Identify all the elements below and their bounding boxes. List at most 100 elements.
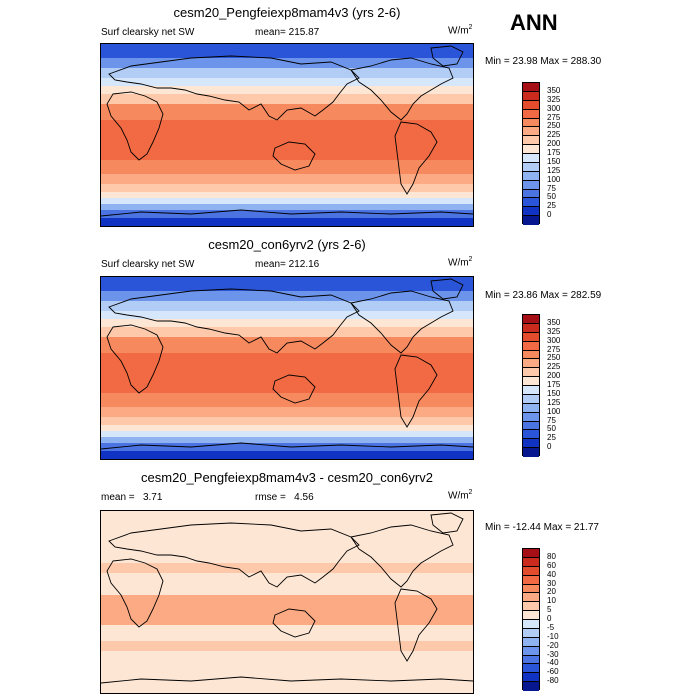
coastline-africa (106, 324, 164, 394)
colorbar-tick-label: 25 (547, 201, 556, 211)
coastline-south-america (394, 121, 438, 195)
panel-3-units-label: W/m2 (448, 489, 473, 502)
colorbar-tick-label: 325 (547, 326, 561, 336)
coastline-europe-asia (108, 288, 360, 354)
colorbar-tick-label: 350 (547, 317, 561, 327)
coastline-africa (106, 558, 164, 628)
panel-1-units-label: W/m2 (448, 24, 473, 37)
colorbar-tick-label: 30 (547, 578, 556, 588)
colorbar-tick-label: 275 (547, 344, 561, 354)
panel-1-minmax-label: Min = 23.98 Max = 288.30 (485, 56, 602, 67)
panel-1-map (100, 43, 474, 227)
colorbar-swatch (523, 557, 539, 567)
coastline-australia (272, 141, 316, 171)
coastline-antarctica (101, 442, 473, 450)
band (101, 68, 473, 78)
panel-2-title: cesm20_con6yrv2 (yrs 2-6) (208, 237, 366, 252)
colorbar-swatch (523, 566, 539, 576)
colorbar-tick-label: 250 (547, 121, 561, 131)
colorbar-tick-label: 100 (547, 406, 561, 416)
colorbar-swatch (523, 421, 539, 431)
colorbar-tick-label: 200 (547, 139, 561, 149)
colorbar-swatch (523, 682, 539, 691)
colorbar-swatch (523, 593, 539, 603)
band (101, 86, 473, 94)
band (101, 417, 473, 425)
polar-band-south (101, 218, 473, 226)
band (101, 192, 473, 198)
colorbar-tick-label: 200 (547, 371, 561, 381)
polar-band-south (101, 451, 473, 459)
colorbar-tick-label: -20 (547, 640, 559, 650)
colorbar-tick-label: -40 (547, 658, 559, 668)
colorbar-swatch (523, 171, 539, 181)
colorbar-swatch (523, 602, 539, 612)
coastline-africa (106, 91, 164, 161)
panel-2-colorbar (522, 314, 540, 457)
coastline-north-america (350, 524, 454, 588)
colorbar-swatch (523, 127, 539, 137)
colorbar-swatch (523, 189, 539, 199)
colorbar-swatch (523, 207, 539, 217)
coastline-greenland (430, 278, 464, 300)
colorbar-swatch (523, 180, 539, 190)
colorbar-swatch (523, 350, 539, 360)
colorbar-swatch (523, 430, 539, 440)
panel-1-title: cesm20_Pengfeiexp8mam4v3 (yrs 2-6) (173, 5, 401, 20)
polar-band-north (101, 277, 473, 291)
colorbar-swatch (523, 368, 539, 378)
band (101, 641, 473, 651)
band (101, 431, 473, 437)
panel-1-variable-label: Surf clearsky net SW (101, 27, 195, 38)
band (101, 301, 473, 311)
colorbar-tick-label: 125 (547, 397, 561, 407)
coastline-greenland (430, 45, 464, 67)
coastline-australia (272, 374, 316, 404)
colorbar-swatch (523, 584, 539, 594)
colorbar-tick-label: -10 (547, 631, 559, 641)
panel-3-map (100, 510, 474, 694)
band (101, 104, 473, 120)
colorbar-swatch (523, 412, 539, 422)
colorbar-swatch (523, 145, 539, 154)
colorbar-swatch (523, 100, 539, 110)
coastline-greenland (430, 512, 464, 534)
colorbar-swatch (523, 341, 539, 351)
colorbar-tick-label: 5 (547, 605, 552, 615)
coastline-antarctica (101, 209, 473, 217)
tropical-band (101, 120, 473, 160)
panel-3-title: cesm20_Pengfeiexp8mam4v3 - cesm20_con6yr… (141, 470, 433, 485)
colorbar-tick-label: 60 (547, 560, 556, 570)
colorbar-swatch (523, 315, 539, 324)
colorbar-tick-label: 0 (547, 614, 552, 623)
colorbar-tick-label: 10 (547, 596, 556, 606)
colorbar-tick-label: 50 (547, 192, 556, 202)
colorbar-swatch (523, 198, 539, 208)
colorbar-tick-label: 350 (547, 85, 561, 95)
coastline-south-america (394, 588, 438, 662)
panel-3-rmse-label: rmse = 4.56 (255, 492, 314, 503)
colorbar-tick-label: 75 (547, 183, 556, 193)
colorbar-tick-label: 225 (547, 130, 561, 140)
panel-2-map (100, 276, 474, 460)
band (101, 311, 473, 319)
colorbar-tick-label: 25 (547, 433, 556, 443)
colorbar-tick-label: -5 (547, 622, 555, 632)
band (101, 425, 473, 431)
band (101, 78, 473, 86)
colorbar-tick-label: 175 (547, 380, 561, 389)
colorbar-tick-label: 100 (547, 174, 561, 184)
band (101, 204, 473, 210)
colorbar-swatch (523, 332, 539, 342)
colorbar-swatch (523, 646, 539, 656)
band (101, 291, 473, 301)
panel-3-minmax-label: Min = -12.44 Max = 21.77 (485, 522, 599, 533)
panel-3-colorbar (522, 548, 540, 691)
season-label: ANN (510, 10, 558, 35)
colorbar-swatch (523, 394, 539, 404)
tropical-band (101, 353, 473, 393)
colorbar-tick-label: 150 (547, 388, 561, 398)
colorbar-tick-label: 0 (547, 442, 552, 452)
colorbar-tick-label: -80 (547, 676, 559, 686)
colorbar-swatch (523, 620, 539, 629)
